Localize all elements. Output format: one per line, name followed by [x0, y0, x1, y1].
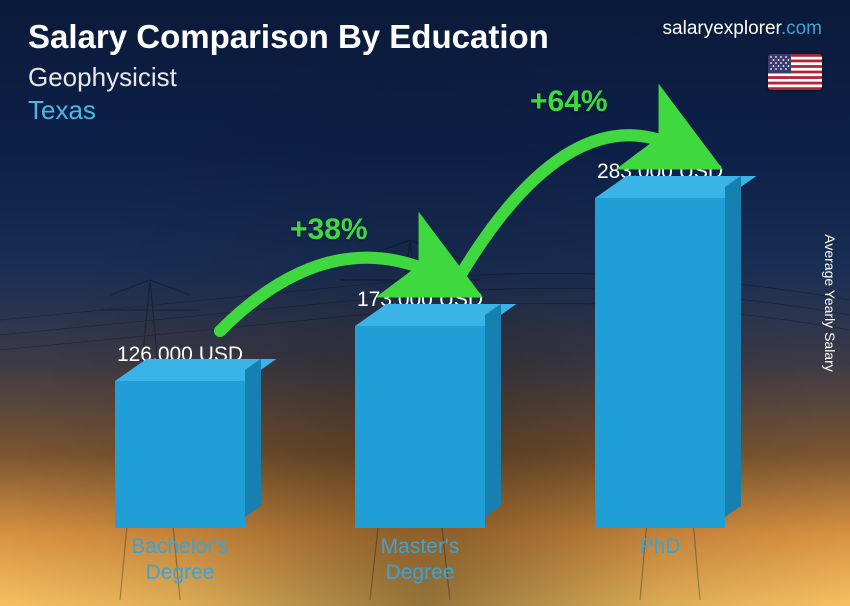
brand-name: salaryexplorer [663, 18, 781, 39]
bar [595, 198, 725, 528]
brand-suffix: .com [781, 18, 822, 39]
bar-group: 173,000 USD [330, 288, 510, 528]
x-axis-label: Master'sDegree [330, 534, 510, 590]
bar-chart: 126,000 USD 173,000 USD 283,000 USD [60, 148, 780, 528]
x-axis-label: Bachelor'sDegree [90, 534, 270, 590]
usa-flag-icon [768, 54, 822, 90]
bar [355, 326, 485, 528]
brand-label: salaryexplorer.com [663, 18, 822, 40]
y-axis-label: Average Yearly Salary [822, 234, 838, 372]
job-title: Geophysicist [28, 62, 822, 93]
header: Salary Comparison By Education Geophysic… [28, 18, 822, 126]
bar-group: 283,000 USD [570, 160, 750, 528]
location: Texas [28, 95, 822, 126]
x-axis-label: PhD [570, 534, 750, 590]
x-axis-labels: Bachelor'sDegree Master'sDegree PhD [60, 534, 780, 590]
bar-group: 126,000 USD [90, 343, 270, 528]
bar [115, 381, 245, 528]
